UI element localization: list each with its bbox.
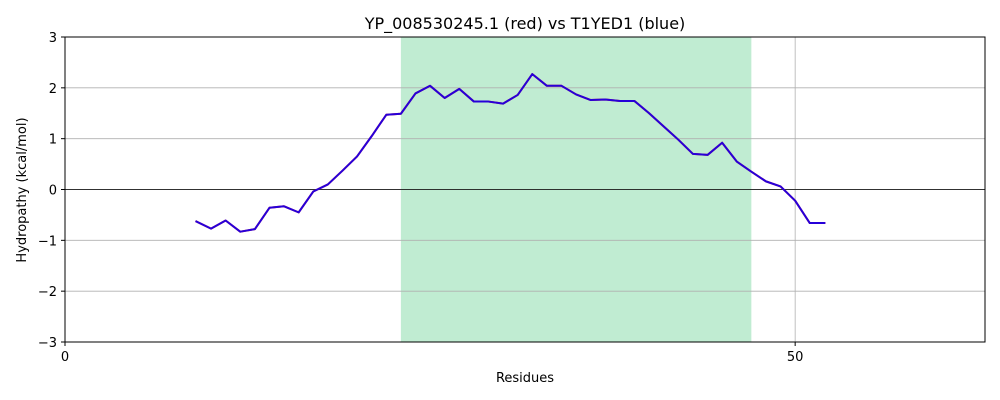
y-tick-label: 0	[49, 184, 57, 199]
x-axis-title: Residues	[496, 371, 554, 386]
series-line-2	[195, 73, 826, 233]
y-tick-label: −1	[38, 234, 57, 249]
y-tick-label: 2	[49, 82, 57, 97]
y-axis-title: Hydropathy (kcal/mol)	[15, 117, 30, 262]
y-tick-label: −2	[38, 285, 57, 300]
y-tick-label: 3	[49, 31, 57, 46]
y-tick-label: −3	[38, 336, 57, 351]
y-tick-label: 1	[49, 133, 57, 148]
ticks-layer: −3 −2 −1 0 1 2 3 0 50	[38, 31, 804, 365]
x-tick-label: 0	[61, 350, 69, 365]
x-tick-label: 50	[787, 350, 804, 365]
series-layer	[195, 73, 826, 233]
chart-title: YP_008530245.1 (red) vs T1YED1 (blue)	[364, 14, 686, 34]
